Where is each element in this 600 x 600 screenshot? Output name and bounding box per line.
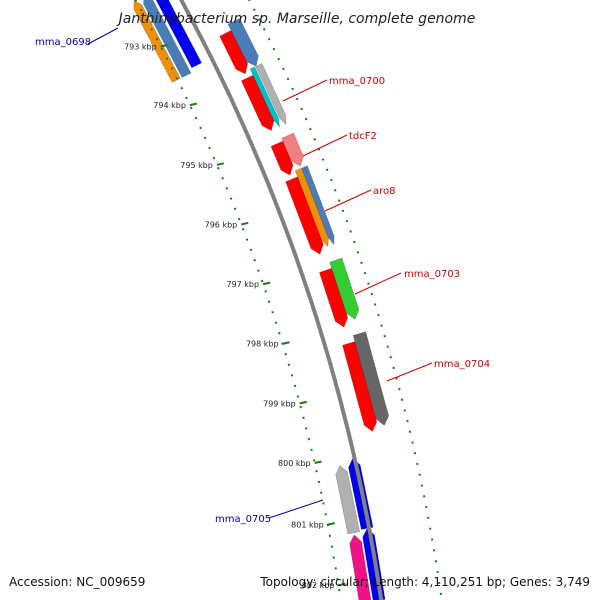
- tick-mark: [299, 400, 307, 405]
- label-leader-line: [268, 499, 324, 519]
- gene-feature: [155, 0, 203, 69]
- tick-mark: [327, 522, 335, 526]
- label-leader-line: [302, 134, 348, 157]
- gene-feature: [249, 66, 280, 128]
- tick-mark: [160, 44, 168, 48]
- tick-label: 798 kbp: [246, 340, 279, 349]
- map-title: Janthinobacterium sp. Marseille, complet…: [116, 11, 476, 27]
- tick-mark: [282, 341, 290, 345]
- gene-label: mma_0705: [215, 514, 271, 525]
- gene-feature: [352, 331, 390, 426]
- ruler-inner-dotted: [134, 0, 342, 600]
- gene-feature: [133, 0, 181, 83]
- genome-summary-text: Topology: circular; Length: 4,110,251 bp…: [259, 575, 590, 589]
- tick-mark: [216, 162, 225, 166]
- gene-feature: [294, 167, 329, 248]
- gene-label: aro8: [373, 186, 396, 197]
- tick-label: 796 kbp: [205, 220, 238, 229]
- gene-feature: [255, 62, 287, 125]
- tick-label: 793 kbp: [124, 42, 157, 51]
- tick-label: 799 kbp: [263, 399, 296, 408]
- gene-labels: mma_0698 mma_0700 tdcF2 aro8 mma_0703 mma_070…: [35, 27, 490, 525]
- gene-feature: [349, 534, 372, 600]
- tick-label: 801 kbp: [291, 521, 324, 530]
- gene-label: mma_0698: [35, 37, 91, 48]
- gene-feature: [342, 341, 378, 432]
- label-leader-line: [324, 189, 372, 212]
- label-leader-line: [87, 27, 119, 45]
- gene-label: mma_0704: [434, 359, 490, 370]
- gene-feature: [301, 165, 335, 246]
- gene-feature: [219, 29, 249, 75]
- gene-feature: [329, 257, 360, 320]
- gene-label: mma_0703: [404, 269, 460, 280]
- gene-feature: [285, 176, 324, 255]
- tick-label: 802 kbp: [302, 581, 335, 590]
- tick-mark: [314, 460, 322, 465]
- tick-mark: [262, 281, 271, 286]
- gene-feature: [281, 132, 304, 167]
- tick-mark: [241, 221, 249, 226]
- gene-label: mma_0700: [329, 76, 385, 87]
- tick-label: 794 kbp: [153, 101, 186, 110]
- kbp-ruler: 793 kbp 794 kbp 795 kbp 796 kbp 797 kbp 798 k…: [124, 0, 443, 600]
- gene-feature: [335, 465, 361, 535]
- gene-feature: [319, 267, 349, 328]
- tick-label: 795 kbp: [180, 161, 213, 170]
- genome-backbone: [179, 0, 384, 600]
- gene-feature: [270, 140, 294, 176]
- label-leader-line: [354, 272, 402, 295]
- gene-feature: [241, 74, 275, 132]
- gene-feature: [143, 0, 192, 78]
- gene-label: tdcF2: [349, 131, 377, 142]
- label-leader-line: [386, 362, 433, 382]
- accession-text: Accession: NC_009659: [9, 575, 145, 589]
- tick-label: 797 kbp: [226, 280, 259, 289]
- feature-track: [133, 0, 390, 600]
- label-leader-line: [282, 79, 328, 102]
- ruler-outer-dotted: [248, 0, 443, 600]
- tick-mark: [189, 102, 198, 107]
- gene-feature: [227, 17, 259, 67]
- backbone-arc: [179, 0, 384, 600]
- tick-mark: [338, 582, 346, 587]
- tick-label: 800 kbp: [278, 459, 311, 468]
